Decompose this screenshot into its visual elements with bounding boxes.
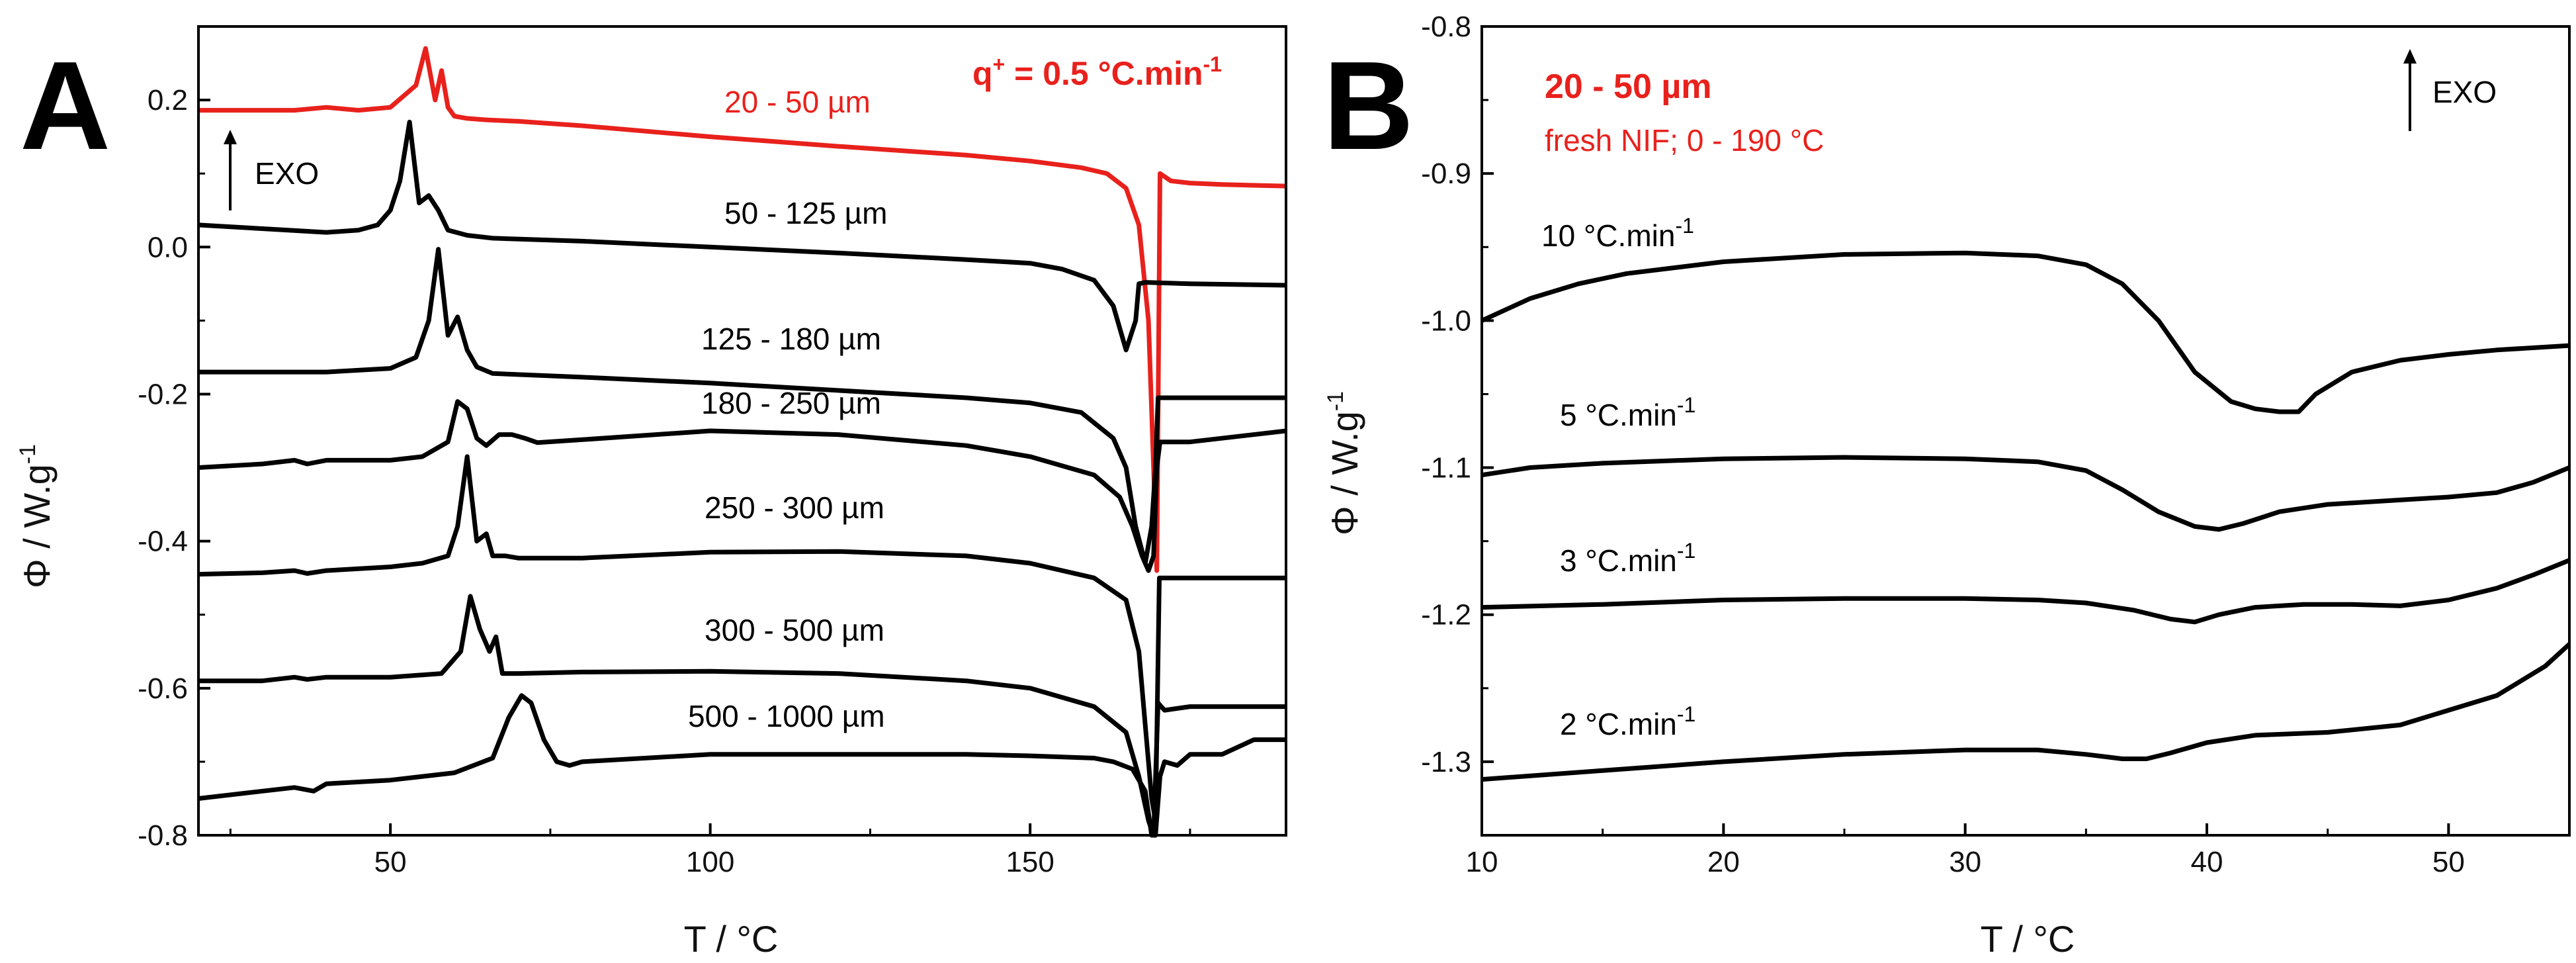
panel-b-exo-label: EXO [2432, 75, 2497, 109]
panel-a-label-500-1000: 500 - 1000 µm [688, 699, 885, 733]
panel-a-label-250-300: 250 - 300 µm [705, 490, 884, 525]
panel-b-y-tick-label: -1.0 [1421, 304, 1471, 337]
panel-b-condition-label: fresh NIF; 0 - 190 °C [1545, 123, 1824, 158]
panel-a-y-axis-title: Φ / W.g-1 [15, 444, 58, 588]
panel-b-label-3: 3 °C.min-1 [1560, 539, 1696, 578]
panel-b-x-tick-label: 10 [1466, 846, 1498, 878]
panel-b-series-line-3 [1481, 558, 2571, 625]
panel-a-y-tick-label: -0.8 [138, 819, 188, 852]
panel-b-sample-label: 20 - 50 µm [1545, 68, 1712, 106]
panel-a-heating-rate-sup2: -1 [1203, 52, 1222, 76]
panel-b-x-axis-title: T / °C [1981, 918, 2075, 960]
panel-b-label-5-main: 5 °C.min [1560, 398, 1677, 432]
panel-b-label-2-main: 2 °C.min [1560, 707, 1677, 741]
panel-b-letter: B [1323, 36, 1414, 176]
panel-b-label-2-sup: -1 [1677, 702, 1696, 726]
panel-a-label-20-50: 20 - 50 µm [724, 85, 871, 119]
panel-b-y-tick-label: -0.9 [1421, 158, 1471, 190]
panel-b-y-axis-title-main: Φ / W.g [1324, 411, 1365, 535]
panel-a-y-tick-label: -0.6 [138, 672, 188, 705]
panel-a-series-line-1 [198, 46, 1287, 573]
panel-a-x-tick-label: 100 [686, 846, 734, 878]
panel-a-series-line-6 [198, 594, 1286, 838]
panel-b-x-tick-label: 40 [2191, 846, 2223, 878]
panel-a-y-axis-title-main: Φ / W.g [16, 464, 58, 588]
panel-a-exo-arrow-icon [224, 130, 237, 210]
panel-b-x-tick-label: 20 [1707, 846, 1740, 878]
panel-b-label-3-sup: -1 [1677, 539, 1696, 563]
panel-a-series [198, 46, 1287, 838]
panel-a-series-line-5 [198, 454, 1286, 823]
panel-b-y-tick-label: -1.3 [1421, 746, 1471, 778]
panel-b-y-tick-label: -1.2 [1421, 599, 1471, 631]
panel-b-label-10-sup: -1 [1675, 214, 1694, 238]
panel-b: B Φ / W.g-1 T / °C -0.8-0.9-1.0-1.1-1.2-… [1323, 11, 2571, 960]
panel-a-series-line-4 [198, 399, 1287, 573]
panel-a-exo-label: EXO [255, 156, 319, 191]
panel-a-label-300-500: 300 - 500 µm [705, 613, 884, 647]
panel-b-x-tick-label: 30 [1949, 846, 1981, 878]
panel-a-y-axis-title-sup: -1 [15, 444, 40, 464]
panel-b-y-ticks: -0.8 -0.9 -1.0 -1.1 -1.2 -1.3 [1421, 11, 1494, 778]
panel-b-label-5-sup: -1 [1677, 393, 1696, 417]
panel-b-y-tick-label: -1.1 [1421, 452, 1471, 484]
panel-a-series-line-7 [198, 693, 1286, 838]
panel-b-label-3-main: 3 °C.min [1560, 543, 1677, 578]
panel-b-label-10: 10 °C.min-1 [1541, 214, 1694, 253]
panel-a-series-line-2 [198, 119, 1287, 353]
panel-b-series-line-2 [1481, 455, 2571, 532]
panel-a-x-ticks: 50 100 150 [229, 823, 1191, 878]
panel-b-x-tick-label: 50 [2432, 846, 2465, 878]
panel-b-x-ticks: 10 20 30 40 50 [1466, 823, 2571, 878]
panel-b-label-10-main: 10 °C.min [1541, 218, 1675, 253]
panel-b-label-2: 2 °C.min-1 [1560, 702, 1696, 741]
panel-a-y-tick-label: 0.2 [148, 84, 188, 116]
panel-b-y-axis-title: Φ / W.g-1 [1323, 391, 1365, 535]
panel-a-label-50-125: 50 - 125 µm [724, 196, 887, 230]
panel-a-x-tick-label: 50 [374, 846, 407, 878]
panel-a-heating-rate-sup1: + [993, 52, 1006, 76]
panel-b-label-5: 5 °C.min-1 [1560, 393, 1696, 432]
panel-a-y-tick-label: -0.2 [138, 378, 188, 410]
panel-a-y-ticks: 0.2 0.0 -0.2 -0.4 -0.6 -0.8 [138, 84, 210, 852]
panel-b-series-line-1 [1481, 250, 2570, 414]
panel-a-letter: A [20, 36, 110, 176]
panel-b-plot-frame [1481, 25, 2571, 837]
panel-a-heating-rate-main: q [972, 55, 993, 92]
panel-b-series [1481, 250, 2571, 782]
panel-b-series-line-4 [1481, 642, 2571, 782]
panel-a-label-180-250: 180 - 250 µm [701, 386, 881, 420]
panel-b-exo-arrow-icon [2403, 49, 2417, 131]
panel-a-x-tick-label: 150 [1006, 846, 1054, 878]
panel-a-heating-rate: q+ = 0.5 °C.min-1 [972, 52, 1222, 92]
panel-a-plot-frame [197, 25, 1287, 837]
panel-a-y-tick-label: 0.0 [148, 231, 188, 263]
panel-a-x-axis-title: T / °C [684, 918, 779, 960]
panel-b-y-axis-title-sup: -1 [1323, 391, 1348, 411]
panel-a: A Φ / W.g-1 T / °C 0.20.0-0.2-0.4-0.6-0.… [15, 25, 1287, 960]
panel-b-y-tick-label: -0.8 [1421, 11, 1471, 43]
panel-a-series-line-3 [198, 247, 1286, 566]
panel-a-label-125-180: 125 - 180 µm [701, 322, 881, 356]
panel-a-heating-rate-mid: = 0.5 °C.min [1005, 55, 1203, 92]
panel-a-y-tick-label: -0.4 [138, 526, 188, 558]
